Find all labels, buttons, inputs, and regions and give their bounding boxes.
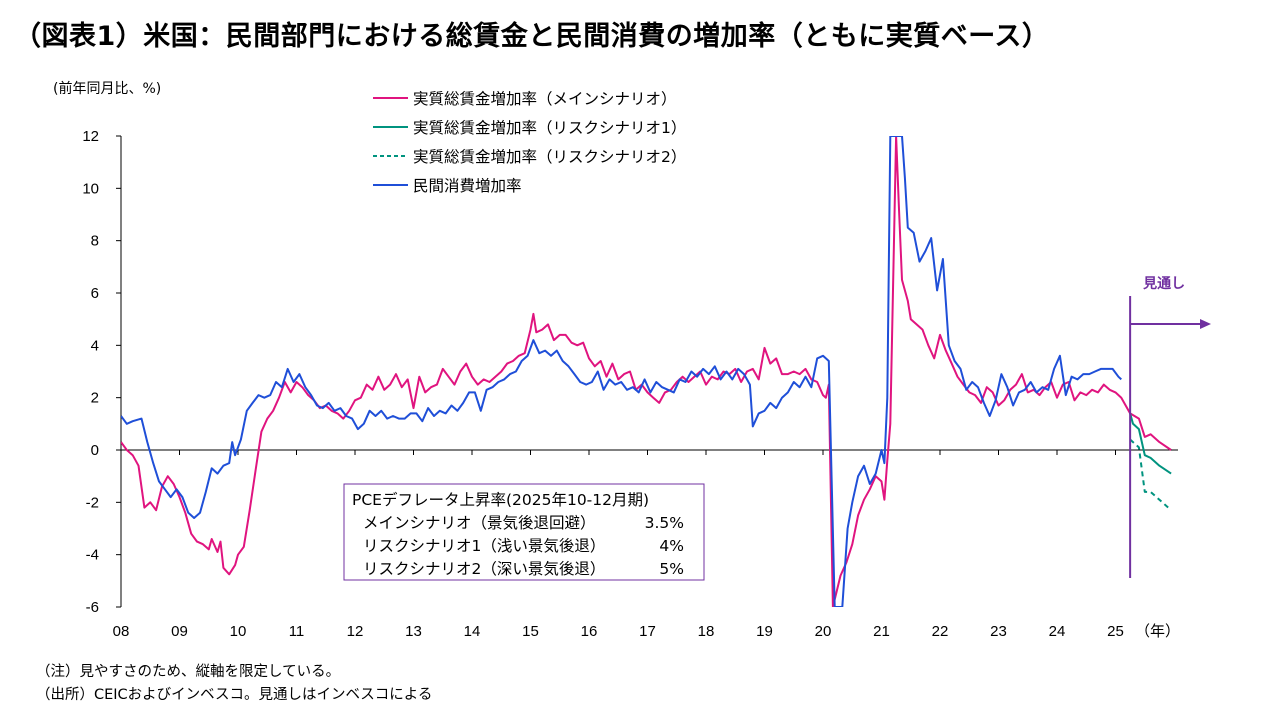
legend-label-risk2: 実質総賃金増加率（リスクシナリオ2） [413, 148, 686, 166]
y-tick-label: 4 [91, 337, 99, 354]
x-tick-label: 12 [347, 623, 364, 640]
x-tick-label: 13 [405, 623, 422, 640]
x-tick-label: 10 [230, 623, 247, 640]
info-box-frame [343, 483, 705, 581]
x-tick-label: 14 [464, 623, 481, 640]
y-tick-label: -2 [86, 494, 99, 511]
x-tick-label: 23 [990, 623, 1007, 640]
y-tick-label: 6 [91, 285, 99, 302]
x-tick-label: 08 [113, 623, 130, 640]
y-tick-label: 0 [91, 442, 99, 459]
pce-info-box: PCEデフレータ上昇率(2025年10-12月期) メインシナリオ（景気後退回避… [343, 483, 705, 581]
info-row-label: メインシナリオ（景気後退回避） [363, 514, 596, 532]
x-tick-label: 22 [932, 623, 949, 640]
x-tick-label: 18 [698, 623, 715, 640]
legend-label-consumption: 民間消費増加率 [413, 177, 522, 195]
forecast-label: 見通し [1142, 276, 1185, 292]
legend-label-risk1: 実質総賃金増加率（リスクシナリオ1） [413, 119, 686, 137]
y-tick-label: -6 [86, 599, 99, 616]
y-tick-label: -4 [86, 547, 99, 564]
info-row-value: 5% [659, 560, 684, 578]
x-tick-label: 17 [639, 623, 656, 640]
legend: 実質総賃金増加率（メインシナリオ） 実質総賃金増加率（リスクシナリオ1） 実質総賃金… [373, 90, 686, 195]
info-row-label: リスクシナリオ2（深い景気後退） [363, 560, 605, 578]
series-line-consumption [121, 136, 1122, 607]
info-row-value: 4% [659, 537, 684, 555]
page-title: （図表1）米国：民間部門における総賃金と民間消費の増加率（ともに実質ベース） [14, 21, 1050, 52]
y-tick-label: 2 [91, 390, 99, 407]
x-tick-label: 11 [289, 623, 305, 640]
x-tick-label: 09 [171, 623, 188, 640]
y-tick-label: 8 [91, 233, 99, 250]
x-axis-unit-label: （年） [1135, 623, 1180, 640]
forecast-arrow-head [1200, 319, 1211, 329]
info-row-label: リスクシナリオ1（浅い景気後退） [363, 537, 605, 555]
x-tick-label: 16 [581, 623, 598, 640]
footnote-note: （注）見やすさのため、縦軸を限定している。 [36, 664, 341, 680]
legend-label-main: 実質総賃金増加率（メインシナリオ） [413, 90, 677, 108]
series-line-risk1 [1129, 413, 1172, 475]
x-tick-label: 15 [522, 623, 539, 640]
chart-series [121, 136, 1172, 607]
x-tick-label: 19 [756, 623, 773, 640]
info-row-value: 3.5% [645, 514, 684, 532]
y-axis-label: (前年同月比、%) [53, 80, 161, 97]
x-tick-label: 21 [873, 623, 890, 640]
series-line-risk2 [1129, 438, 1172, 511]
footnote-source: （出所）CEICおよびインベスコ。見通しはインベスコによる [36, 687, 433, 703]
forecast-marker: 見通し [1129, 276, 1211, 578]
y-tick-label: 12 [82, 128, 99, 145]
info-box-title: PCEデフレータ上昇率(2025年10-12月期) [352, 490, 649, 509]
y-tick-label: 10 [82, 180, 99, 197]
x-tick-label: 24 [1049, 623, 1066, 640]
x-tick-label: 25 [1107, 623, 1124, 640]
x-tick-label: 20 [815, 623, 832, 640]
